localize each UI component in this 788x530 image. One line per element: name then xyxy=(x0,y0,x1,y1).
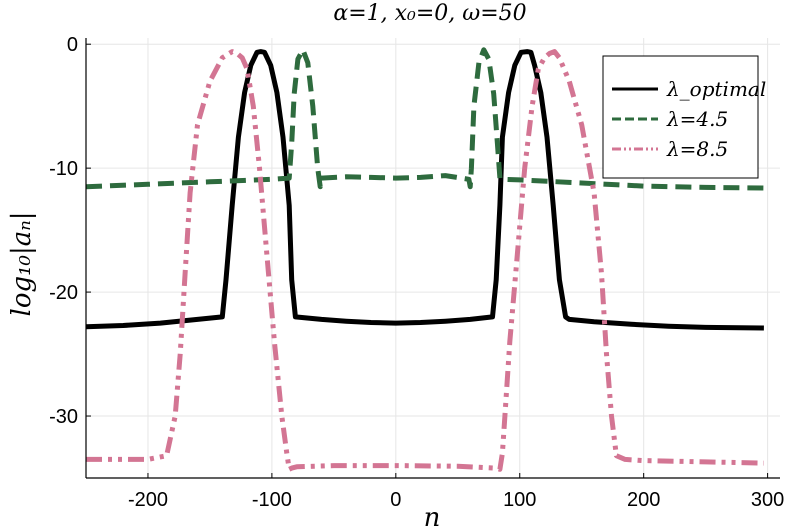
y-tick-label: -30 xyxy=(49,406,78,428)
y-tick-label: 0 xyxy=(67,34,78,56)
x-tick-label: 100 xyxy=(503,489,536,511)
y-tick-labels: 0 -10 -20 -30 xyxy=(49,34,91,428)
legend-label-3: λ=8.5 xyxy=(666,137,728,161)
series-line-3 xyxy=(86,49,764,472)
legend-label-2: λ=4.5 xyxy=(666,107,728,131)
x-tick-label: 200 xyxy=(627,489,660,511)
legend: λ_optimal λ=4.5 λ=8.5 xyxy=(602,55,766,179)
x-axis-label: n xyxy=(424,503,441,530)
legend-label-1: λ_optimal xyxy=(666,77,766,101)
series-layer xyxy=(86,47,764,472)
y-tick-label: -10 xyxy=(49,158,78,180)
x-tick-label: 0 xyxy=(390,489,401,511)
series-line-2 xyxy=(86,47,764,191)
series-line-1 xyxy=(86,49,764,331)
x-tick-label: -200 xyxy=(128,489,168,511)
y-axis-label: log₁₀|aₙ| xyxy=(7,211,37,316)
y-tick-label: -20 xyxy=(49,282,78,304)
x-tick-label: -100 xyxy=(252,489,292,511)
x-tick-labels: -200 -100 0 100 200 300 xyxy=(128,473,784,511)
legend-items: λ_optimal λ=4.5 λ=8.5 xyxy=(612,77,766,161)
chart-title: α=1, x₀=0, ω=50 xyxy=(333,1,526,26)
x-tick-label: 300 xyxy=(751,489,784,511)
legend-box xyxy=(602,55,759,179)
